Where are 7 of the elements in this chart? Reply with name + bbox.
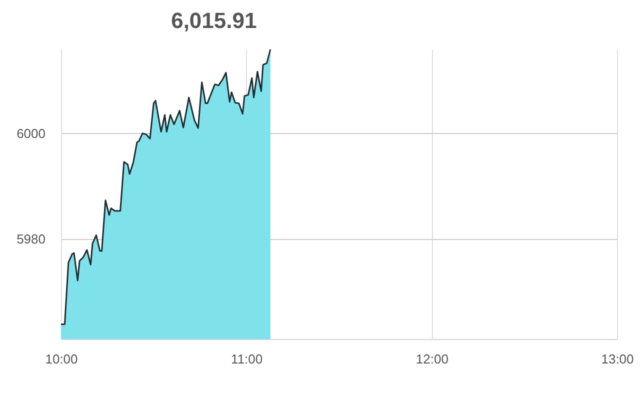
x-tick-label: 10:00 [45,352,78,366]
x-tick-label: 11:00 [231,352,263,366]
x-tick-label: 13:00 [601,352,634,366]
chart-title: 6,015.91 [171,8,257,33]
y-tick-label: 6000 [16,126,46,141]
y-tick-label: 5980 [16,231,46,246]
x-tick-label: 12:00 [416,352,448,366]
